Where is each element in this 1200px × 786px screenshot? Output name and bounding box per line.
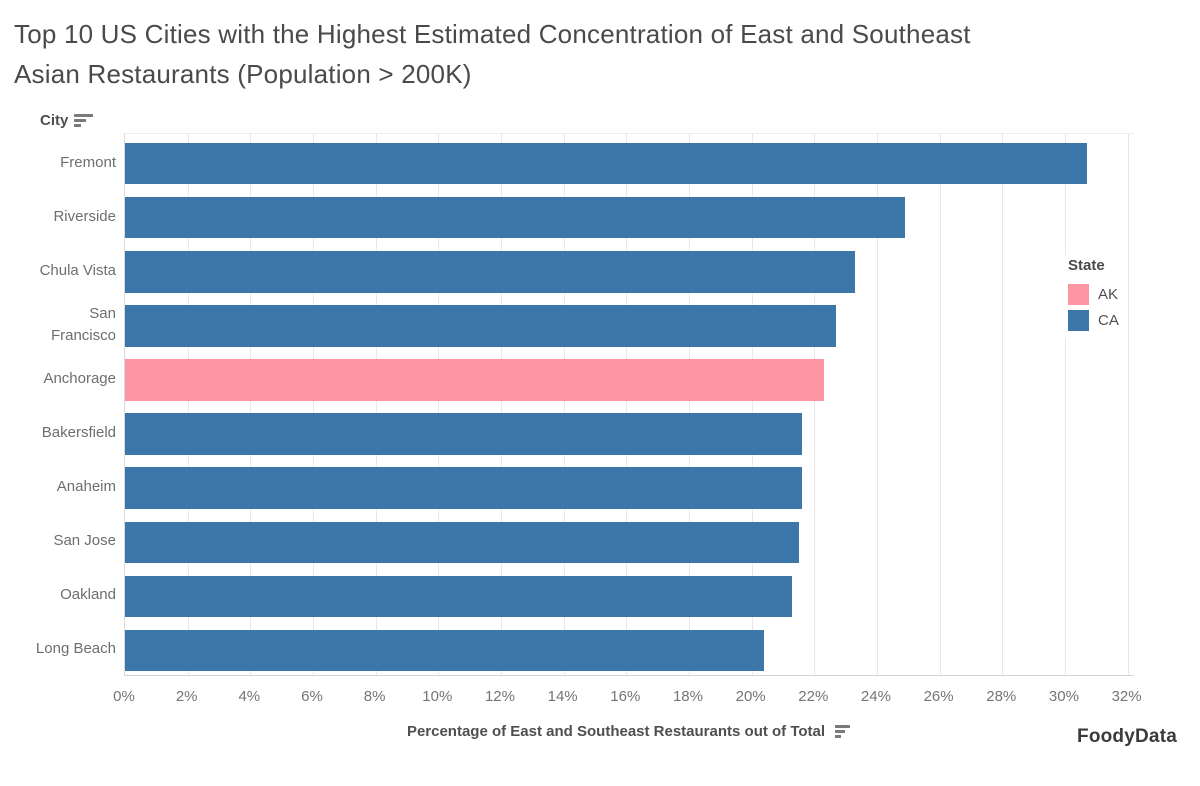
- bar-row: [125, 575, 1134, 618]
- x-tick-label: 14%: [547, 688, 578, 705]
- bar-row: [125, 413, 1134, 455]
- gridline: [814, 134, 816, 675]
- x-tick-label: 26%: [923, 688, 954, 705]
- brand-logo: FoodyData: [1077, 726, 1177, 747]
- bar-row: [125, 629, 1134, 672]
- bar-row: [125, 359, 1134, 401]
- x-tick-label: 32%: [1111, 688, 1142, 705]
- gridline: [1002, 134, 1004, 675]
- x-tick-label: 4%: [238, 688, 261, 705]
- legend-swatch-ca: [1068, 310, 1089, 331]
- chart-title-line1: Top 10 US Cities with the Highest Estima…: [14, 19, 971, 49]
- x-tick-label: 28%: [986, 688, 1017, 705]
- gridline: [563, 134, 565, 675]
- gridline: [1064, 134, 1066, 675]
- x-tick-label: 2%: [175, 688, 198, 705]
- bar-row: [125, 196, 1134, 239]
- x-tick-label: 30%: [1048, 688, 1079, 705]
- legend-item-ak[interactable]: AK: [1068, 284, 1119, 305]
- bar-row: [125, 251, 1134, 293]
- category-label-long-beach: Long Beach: [35, 640, 116, 658]
- x-tick-label: 12%: [484, 688, 515, 705]
- gridline: [187, 134, 189, 675]
- category-label-san-francisco: San Francisco: [50, 304, 116, 344]
- bar-oakland[interactable]: [125, 575, 793, 618]
- bar-anchorage[interactable]: [125, 359, 824, 401]
- chart-title: Top 10 US Cities with the Highest Estima…: [14, 14, 971, 94]
- x-tick-label: 20%: [735, 688, 766, 705]
- x-tick-label: 22%: [798, 688, 829, 705]
- category-label-oakland: Oakland: [60, 586, 116, 604]
- x-tick-label: 8%: [363, 688, 386, 705]
- x-tick-label: 6%: [301, 688, 323, 705]
- bar-row: [125, 142, 1134, 185]
- category-label-bakersfield: Bakersfield: [41, 424, 116, 442]
- gridline: [250, 134, 252, 675]
- x-tick-label: 18%: [672, 688, 703, 705]
- bar-riverside[interactable]: [125, 196, 906, 239]
- bar-anaheim[interactable]: [125, 467, 802, 509]
- bar-long-beach[interactable]: [125, 629, 765, 672]
- gridline: [751, 134, 753, 675]
- x-axis-title-label: Percentage of East and Southeast Restaur…: [406, 723, 826, 740]
- category-label-fremont: Fremont: [60, 153, 116, 171]
- bar-bakersfield[interactable]: [125, 413, 802, 455]
- gridline: [500, 134, 502, 675]
- bar-row: [125, 521, 1134, 563]
- category-label-chula-vista: Chula Vista: [39, 261, 116, 279]
- gridline: [375, 134, 377, 675]
- x-tick-label: 0%: [113, 688, 135, 705]
- gridline: [626, 134, 628, 675]
- legend-label: AK: [1098, 286, 1119, 303]
- category-label-riverside: Riverside: [53, 207, 116, 225]
- gridline: [438, 134, 440, 675]
- gridline: [939, 134, 941, 675]
- y-axis-header: City: [40, 112, 94, 129]
- bar-row: [125, 467, 1134, 509]
- legend-title: State: [1068, 257, 1105, 274]
- category-label-san-jose: San Jose: [53, 532, 116, 550]
- legend-item-ca[interactable]: CA: [1068, 310, 1119, 331]
- legend: State AK CA: [1064, 255, 1123, 338]
- x-tick-label: 16%: [610, 688, 641, 705]
- bar-fremont[interactable]: [125, 142, 1087, 185]
- x-tick-label: 10%: [422, 688, 453, 705]
- legend-label: CA: [1098, 312, 1119, 329]
- gridline: [688, 134, 690, 675]
- category-label-anaheim: Anaheim: [56, 478, 116, 496]
- bar-san-jose[interactable]: [125, 521, 799, 563]
- y-axis-header-label: City: [40, 112, 69, 129]
- bar-san-francisco[interactable]: [125, 305, 837, 347]
- gridline: [876, 134, 878, 675]
- chart-title-line2: Asian Restaurants (Population > 200K): [14, 59, 472, 89]
- x-axis-title: Percentage of East and Southeast Restaur…: [124, 723, 1133, 740]
- bar-chula-vista[interactable]: [125, 251, 856, 293]
- x-tick-label: 24%: [860, 688, 891, 705]
- gridline: [312, 134, 314, 675]
- sort-descending-icon[interactable]: [835, 725, 851, 738]
- plot-area: [124, 133, 1134, 676]
- bar-row: [125, 305, 1134, 347]
- sort-descending-icon[interactable]: [74, 114, 94, 127]
- legend-swatch-ak: [1068, 284, 1089, 305]
- gridline: [1127, 134, 1129, 675]
- category-label-anchorage: Anchorage: [43, 369, 116, 387]
